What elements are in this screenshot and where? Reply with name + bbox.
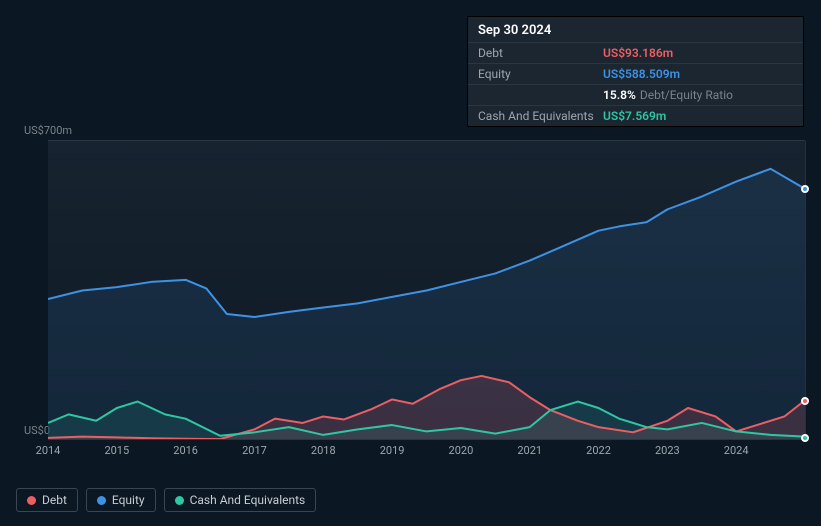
y-axis-max-label: US$700m — [24, 124, 72, 137]
tooltip-row: EquityUS$588.509m — [468, 63, 803, 84]
legend-item-equity[interactable]: Equity — [86, 488, 156, 512]
legend-item-debt[interactable]: Debt — [16, 488, 78, 512]
legend-label: Equity — [112, 493, 145, 507]
x-tick-label: 2022 — [586, 444, 611, 457]
end-marker-equity — [801, 185, 809, 193]
legend-item-cash-and-equivalents[interactable]: Cash And Equivalents — [164, 488, 317, 512]
x-tick-label: 2024 — [724, 444, 749, 457]
x-tick-label: 2020 — [449, 444, 474, 457]
legend: Debt Equity Cash And Equivalents — [16, 488, 316, 512]
legend-dot — [27, 496, 36, 505]
legend-dot — [175, 496, 184, 505]
tooltip-row: 15.8%Debt/Equity Ratio — [468, 84, 803, 105]
data-tooltip: Sep 30 2024 DebtUS$93.186mEquityUS$588.5… — [467, 16, 804, 127]
plot-region[interactable] — [48, 140, 805, 440]
legend-label: Cash And Equivalents — [190, 493, 306, 507]
tooltip-label: Debt — [478, 46, 603, 60]
tooltip-value: 15.8%Debt/Equity Ratio — [603, 88, 733, 102]
x-tick-label: 2017 — [242, 444, 267, 457]
tooltip-label: Equity — [478, 67, 603, 81]
x-tick-label: 2018 — [311, 444, 336, 457]
x-axis: 2014201520162017201820192020202120222023… — [48, 444, 805, 464]
tooltip-date: Sep 30 2024 — [468, 17, 803, 42]
tooltip-label — [478, 88, 603, 102]
tooltip-value: US$93.186m — [603, 46, 673, 60]
tooltip-sublabel: Debt/Equity Ratio — [640, 88, 733, 102]
legend-dot — [97, 496, 106, 505]
legend-label: Debt — [42, 493, 67, 507]
x-tick-label: 2015 — [104, 444, 129, 457]
chart-area: US$700m US$0 2014 2015 2016 2017 2018 2019 202… — [16, 120, 805, 465]
end-marker-cash-and-equivalents — [801, 434, 809, 442]
x-tick-label: 2023 — [655, 444, 680, 457]
tooltip-row: DebtUS$93.186m — [468, 42, 803, 63]
x-tick-label: 2019 — [380, 444, 405, 457]
tooltip-value: US$588.509m — [603, 67, 680, 81]
x-tick-label: 2016 — [173, 444, 198, 457]
x-tick-label: 2014 — [36, 444, 61, 457]
x-tick-label: 2021 — [517, 444, 542, 457]
y-axis-min-label: US$0 — [24, 424, 50, 437]
end-marker-debt — [801, 397, 809, 405]
